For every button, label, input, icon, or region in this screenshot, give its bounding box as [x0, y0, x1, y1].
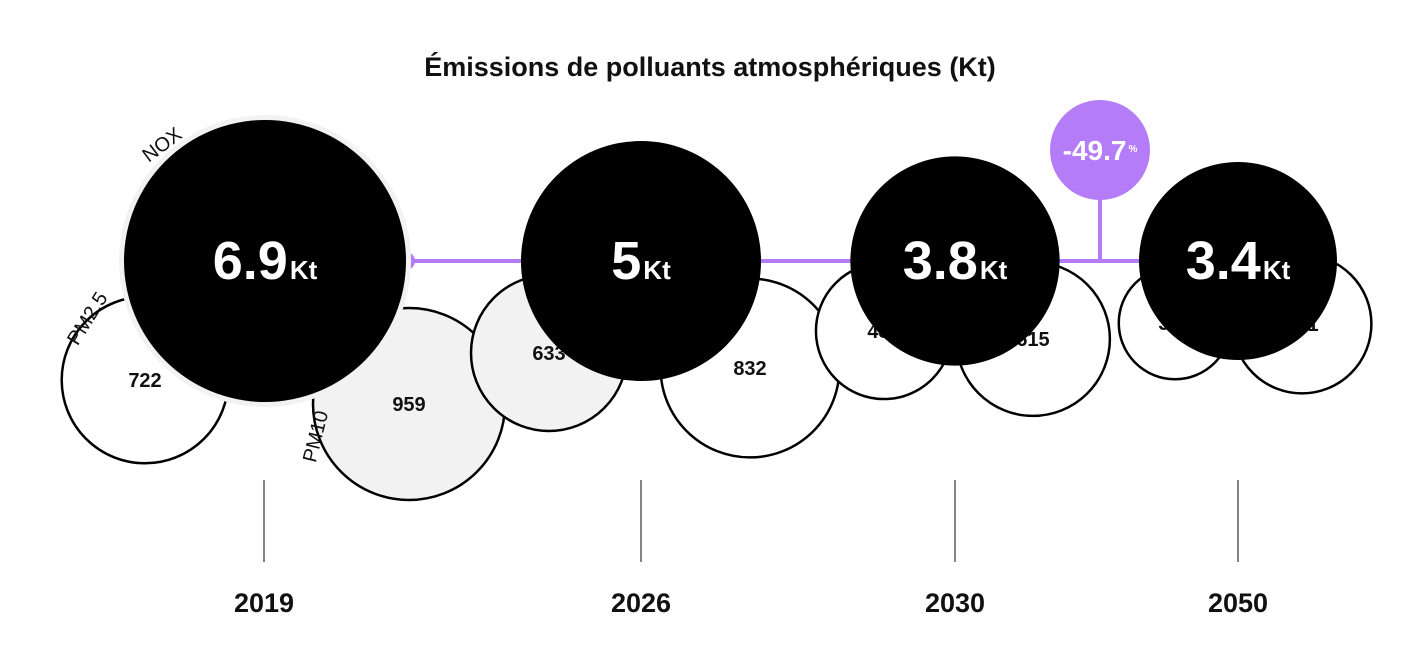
pm25-value-2026: 633 — [532, 343, 565, 365]
change-value: -49.7% — [1063, 135, 1138, 166]
nox-bubble-2019 — [124, 120, 406, 402]
year-label-2026: 2026 — [611, 588, 671, 618]
nox-bubble-2050 — [1139, 162, 1337, 360]
year-label-2050: 2050 — [1208, 588, 1268, 618]
year-labels: 2019 2026 2030 2050 — [234, 588, 1268, 618]
change-callout: -49.7% — [1050, 100, 1150, 261]
year-tick-lines — [263, 480, 1239, 562]
year-label-2030: 2030 — [925, 588, 985, 618]
nox-bubble-2030 — [850, 156, 1060, 366]
callout-circle — [1050, 100, 1150, 200]
nox-value-2050: 3.4Kt — [1186, 231, 1291, 291]
year-label-2019: 2019 — [234, 588, 294, 618]
pm10-value-2019: 959 — [392, 394, 425, 416]
nox-value-2030: 3.8Kt — [903, 231, 1008, 291]
nox-bubble-2026 — [520, 140, 762, 382]
pm10-value-2026: 832 — [733, 358, 766, 380]
nox-value-2019: 6.9Kt — [213, 231, 318, 291]
nox-value-2026: 5Kt — [611, 231, 671, 291]
nox-bubbles: 6.9Kt 5Kt 3.8Kt 3.4Kt — [119, 115, 1337, 407]
chart-title: Émissions de polluants atmosphériques (K… — [424, 51, 996, 82]
pm25-value-2019: 722 — [128, 370, 161, 392]
